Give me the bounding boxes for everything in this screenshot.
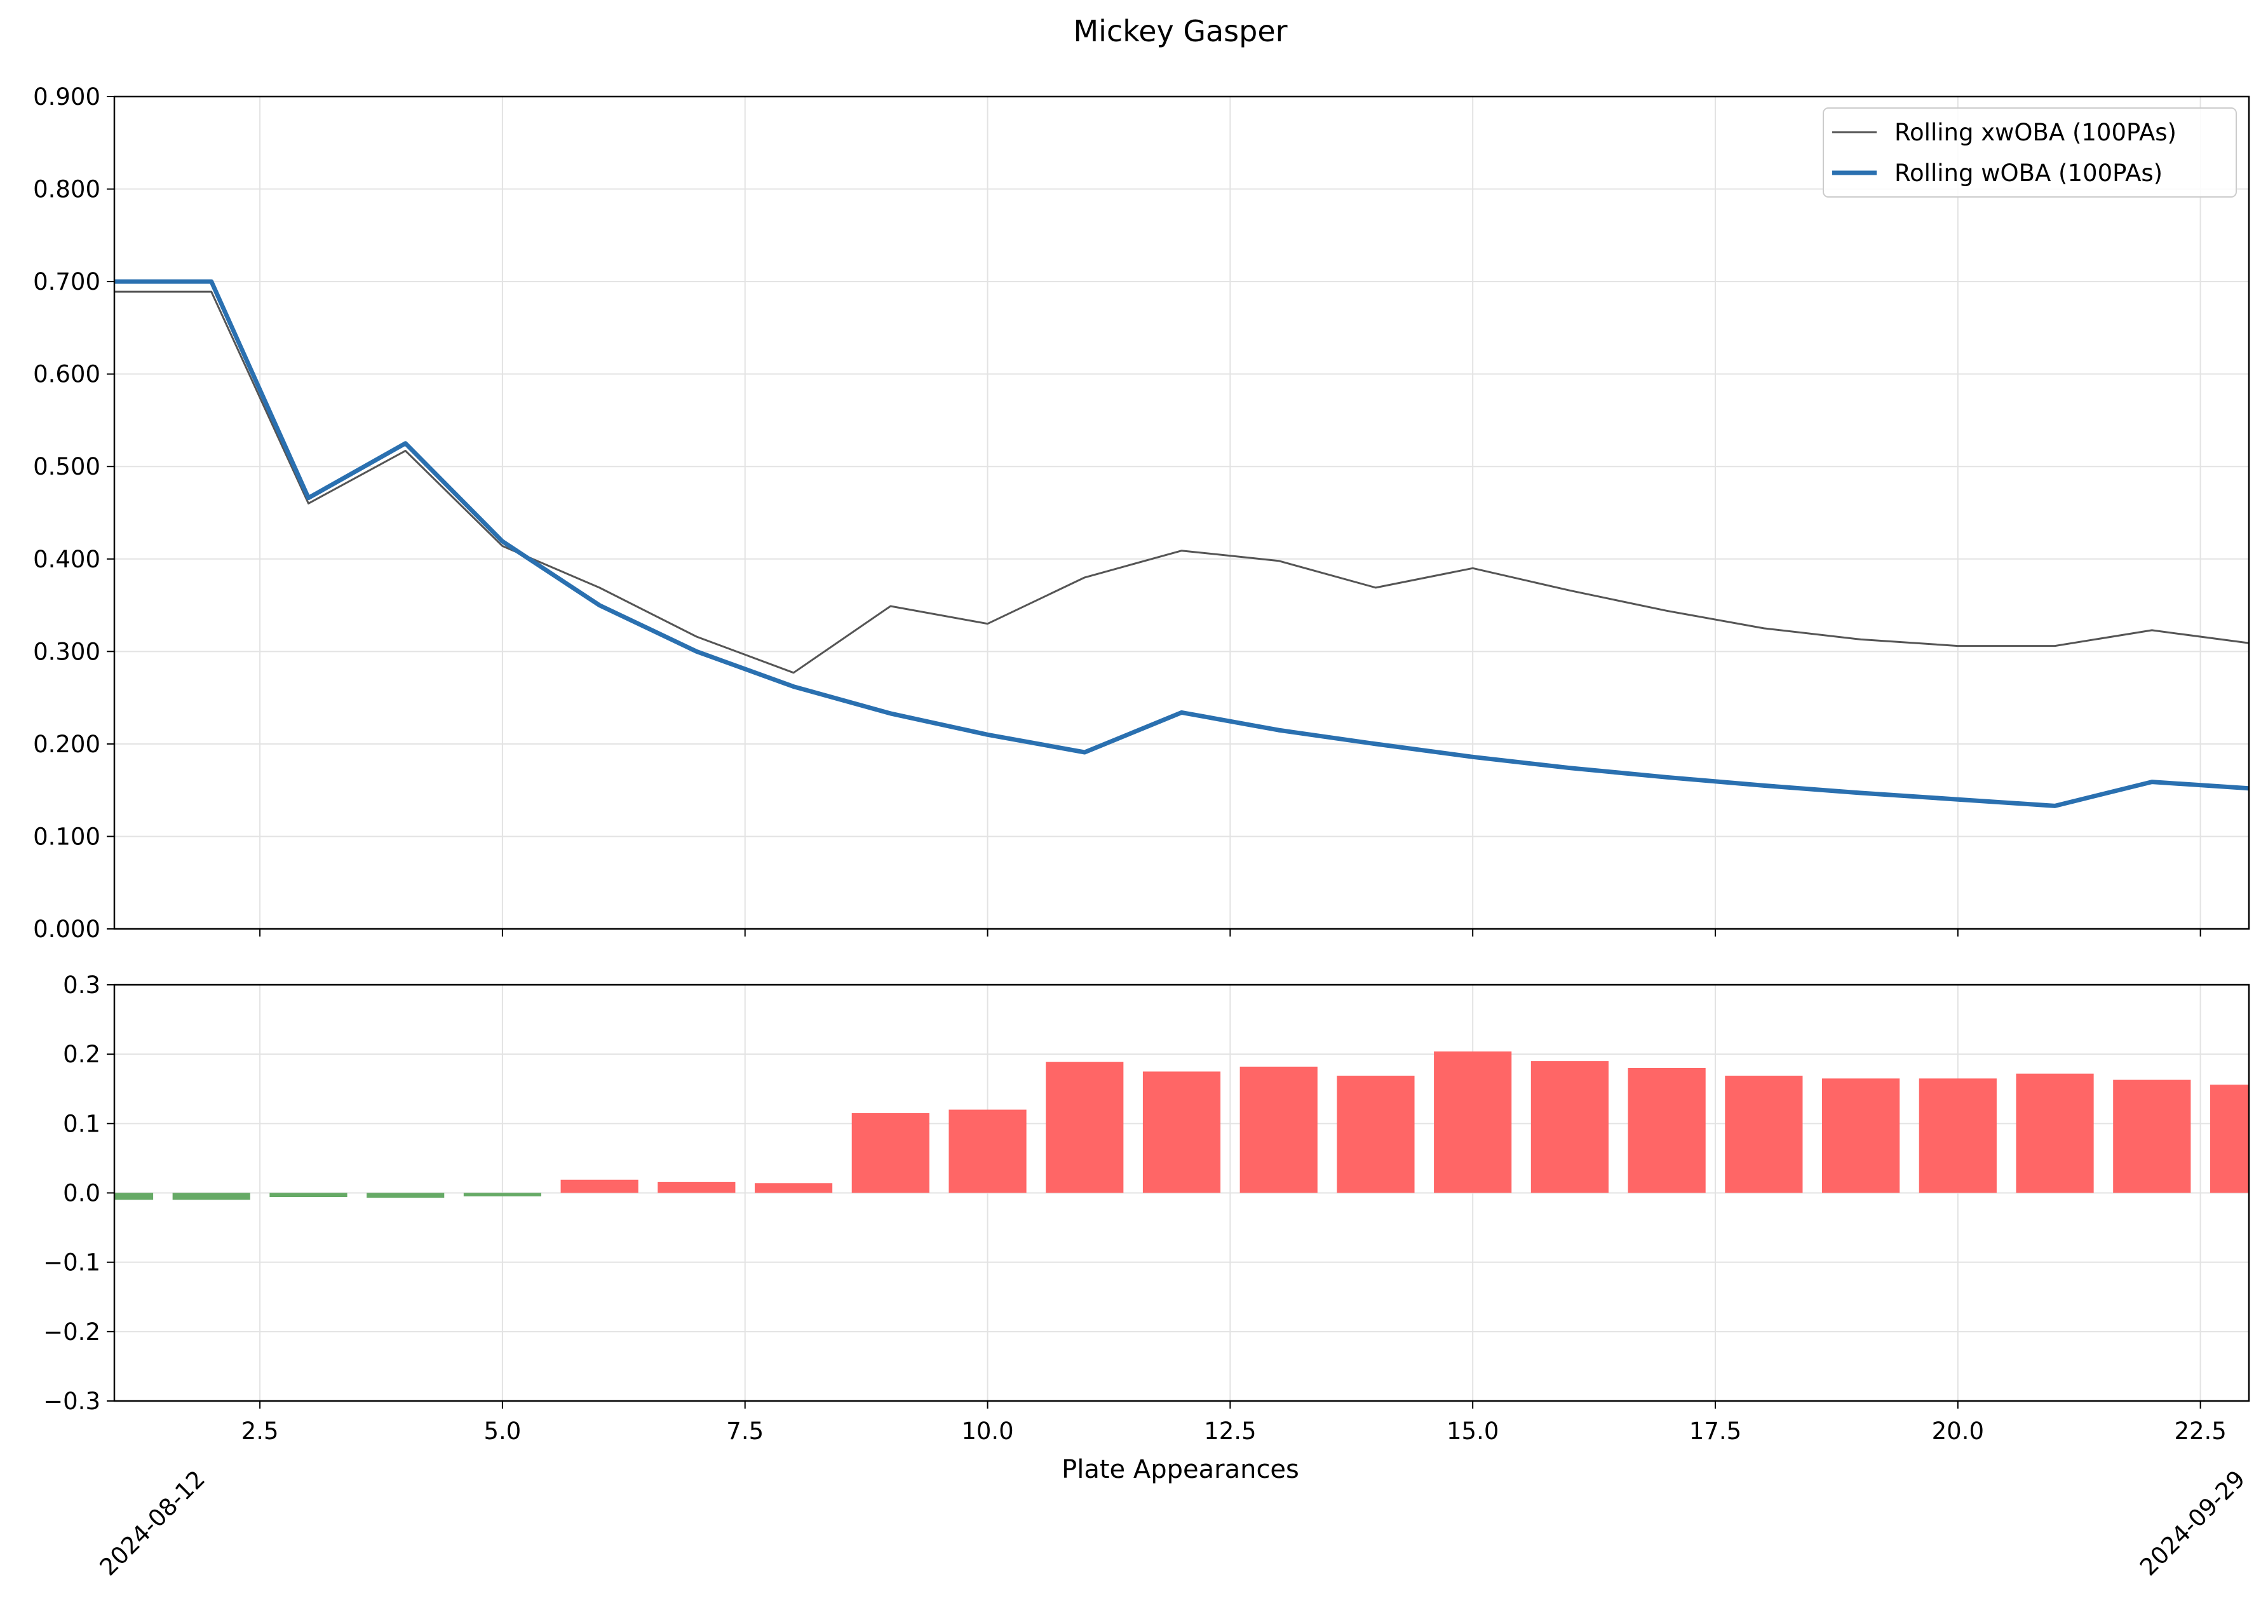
bar-9 [948,1109,1027,1193]
date-label-1: 2024-09-29 [2135,1465,2250,1581]
bar-11 [1142,1071,1221,1193]
top-ytick-label-9: 0.900 [33,83,100,111]
top-ytick-label-6: 0.600 [33,361,100,388]
bottom-ytick-label-4: 0.1 [63,1110,100,1137]
top-ytick-label-8: 0.800 [33,176,100,203]
bar-3 [367,1193,445,1198]
top-ytick-label-1: 0.100 [33,823,100,850]
bar-8 [851,1113,929,1193]
series-line-1 [114,279,2249,808]
x-axis-label: Plate Appearances [1062,1455,1299,1484]
bottom-ytick-label-5: 0.2 [63,1041,100,1068]
bar-7 [755,1183,833,1193]
bar-0 [114,1193,154,1200]
top-plot: 0.000 0.100 0.200 0.300 0.400 0.500 0.600 0.700… [33,83,2250,943]
legend-label-1: Rolling wOBA (100PAs) [1894,159,2163,187]
date-label-0: 2024-08-12 [95,1465,210,1581]
bar-2 [269,1193,348,1198]
bar-21 [2113,1079,2191,1193]
bar-6 [658,1182,736,1193]
bar-22 [2210,1085,2249,1193]
bottom-xtick-label-1: 5.0 [483,1418,521,1445]
bottom-ytick-label-6: 0.3 [63,971,100,999]
bar-16 [1628,1068,1706,1193]
bar-14 [1434,1051,1512,1193]
bottom-xtick-label-3: 10.0 [961,1418,1013,1445]
chart-title: Mickey Gasper [1073,14,1287,48]
bar-10 [1046,1062,1124,1193]
bottom-xtick-label-8: 22.5 [2174,1418,2226,1445]
bar-5 [560,1179,638,1193]
series-line-0 [114,290,2249,674]
legend: Rolling xwOBA (100PAs) Rolling wOBA (100P… [1823,107,2237,198]
bottom-xtick-label-7: 20.0 [1932,1418,1984,1445]
bar-20 [2016,1073,2094,1193]
bar-15 [1530,1061,1609,1193]
bottom-ytick-label-0: −0.3 [43,1388,100,1415]
legend-box [1823,107,2237,198]
bar-12 [1239,1066,1318,1193]
bottom-xtick-label-5: 15.0 [1447,1418,1499,1445]
bottom-ytick-label-2: −0.1 [43,1249,100,1276]
top-ytick-label-2: 0.200 [33,731,100,758]
bottom-frame [113,984,2250,1402]
top-ytick-label-4: 0.400 [33,546,100,573]
top-ytick-label-0: 0.000 [33,916,100,943]
bottom-xtick-label-6: 17.5 [1689,1418,1741,1445]
top-ytick-label-3: 0.300 [33,638,100,665]
bottom-xtick-label-4: 12.5 [1204,1418,1256,1445]
bar-13 [1337,1076,1415,1193]
top-ytick-label-7: 0.700 [33,268,100,295]
bar-4 [463,1193,541,1196]
bar-1 [172,1193,250,1200]
bar-18 [1822,1078,1900,1193]
bottom-xtick-label-0: 2.5 [241,1418,279,1445]
top-ytick-label-5: 0.500 [33,453,100,480]
bottom-ytick-label-3: 0.0 [63,1180,100,1207]
top-frame [113,95,2250,930]
legend-label-0: Rolling xwOBA (100PAs) [1894,119,2177,146]
bottom-plot: 2.5 5.0 7.5 10.0 12.5 15.0 17.5 20.0 22.5 −0.3 −0.… [43,971,2250,1581]
bar-19 [1919,1078,1997,1193]
bottom-ytick-label-1: −0.2 [43,1318,100,1346]
bar-17 [1725,1076,1803,1193]
bottom-xtick-label-2: 7.5 [726,1418,764,1445]
